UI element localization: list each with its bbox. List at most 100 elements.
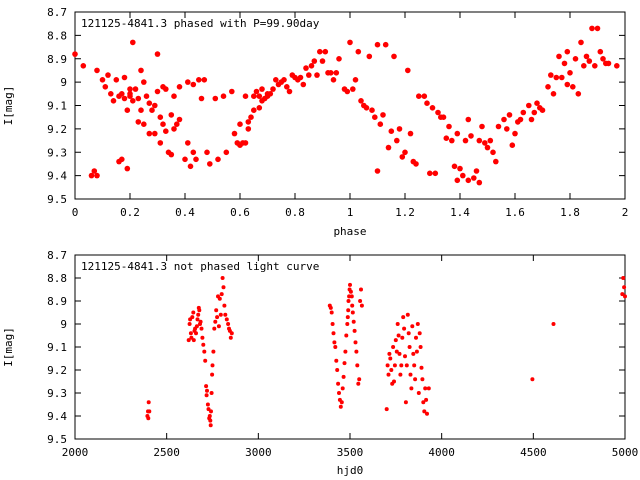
phased-data-point xyxy=(237,121,243,127)
unphased-data-point xyxy=(354,349,359,354)
phased-data-point xyxy=(366,53,373,60)
unphased-data-point xyxy=(203,358,208,363)
unphased-data-point xyxy=(333,345,338,349)
phased-data-point xyxy=(427,170,433,177)
phased-data-point xyxy=(561,60,568,67)
unphased-x-tick-label: 5000 xyxy=(612,446,639,459)
unphased-data-point xyxy=(200,335,205,340)
phased-data-point xyxy=(220,93,227,99)
phased-x-tick-label: 0.2 xyxy=(120,206,140,219)
phased-data-point xyxy=(176,116,183,123)
phased-data-point xyxy=(545,84,551,90)
phased-data-point xyxy=(394,137,400,144)
unphased-data-point xyxy=(406,331,411,336)
phased-data-point xyxy=(127,93,133,99)
unphased-data-point xyxy=(195,317,200,322)
unphased-x-tick-label: 4000 xyxy=(428,446,455,459)
phased-data-point xyxy=(460,172,466,179)
unphased-data-point xyxy=(348,282,352,287)
phased-data-point xyxy=(564,48,571,55)
unphased-data-point xyxy=(208,418,213,423)
phased-data-point xyxy=(154,51,161,57)
phased-data-point xyxy=(94,172,100,179)
unphased-data-point xyxy=(330,322,335,326)
unphased-data-point xyxy=(426,386,431,391)
phased-data-point xyxy=(462,137,469,144)
phased-data-point xyxy=(350,86,356,92)
unphased-data-point xyxy=(210,363,215,368)
unphased-data-point xyxy=(388,356,393,361)
phased-x-tick-label: 1.4 xyxy=(450,206,470,219)
unphased-x-tick-label: 2500 xyxy=(153,446,180,459)
unphased-data-point xyxy=(198,319,203,324)
phased-data-point xyxy=(113,77,120,83)
phased-data-point xyxy=(256,105,263,111)
unphased-data-point xyxy=(336,381,341,386)
phased-data-point xyxy=(143,93,150,99)
unphased-data-point xyxy=(530,377,535,382)
phased-data-point xyxy=(124,107,131,113)
phased-data-point xyxy=(382,41,389,48)
unphased-data-point xyxy=(228,335,233,340)
phased-data-point xyxy=(163,86,169,92)
phased-data-point xyxy=(251,93,257,99)
phased-data-point xyxy=(504,126,510,132)
phased-data-point xyxy=(363,105,370,111)
unphased-data-point xyxy=(391,345,396,349)
unphased-plot-title: 121125-4841.3 not phased light curve xyxy=(81,260,319,273)
phased-data-point xyxy=(600,56,606,62)
phased-data-point xyxy=(517,116,524,123)
unphased-data-point xyxy=(346,299,351,303)
phased-data-point xyxy=(141,79,147,85)
unphased-data-point xyxy=(146,416,151,421)
unphased-data-point xyxy=(622,285,627,290)
phased-data-point xyxy=(454,130,461,137)
phased-data-point xyxy=(344,88,351,95)
unphased-data-point xyxy=(212,326,217,331)
phased-data-point xyxy=(110,98,117,104)
phased-data-point xyxy=(336,56,342,62)
unphased-data-point xyxy=(386,372,391,377)
phased-data-point xyxy=(157,140,164,146)
unphased-x-tick-label: 3000 xyxy=(245,446,272,459)
unphased-data-point xyxy=(342,361,347,366)
phased-data-point xyxy=(380,112,386,118)
unphased-light-curve-panel: 2000 2500 3000 3500 4000 4500 5000 8.7 8.8 8.9 9 9.… xyxy=(2,249,638,477)
unphased-data-point xyxy=(194,324,199,329)
phased-x-tick-label: 0 xyxy=(72,206,79,219)
unphased-data-point xyxy=(422,409,427,414)
phased-data-point xyxy=(330,77,337,83)
phased-data-point xyxy=(575,91,582,97)
unphased-data-point xyxy=(199,326,204,331)
unphased-data-point xyxy=(392,363,397,368)
phased-x-tick-label: 0.6 xyxy=(230,206,250,219)
phased-data-point xyxy=(267,91,274,97)
phased-data-point xyxy=(495,123,502,130)
phased-x-tick-label: 0.4 xyxy=(175,206,195,219)
unphased-data-point xyxy=(395,322,400,326)
phased-data-point xyxy=(319,58,326,64)
phased-data-point xyxy=(424,100,430,106)
unphased-data-point xyxy=(335,368,340,372)
phased-data-point xyxy=(468,133,474,139)
unphased-data-point xyxy=(222,303,227,308)
phased-data-point xyxy=(284,84,290,90)
unphased-data-point xyxy=(209,409,213,414)
unphased-data-point xyxy=(188,331,193,336)
unphased-data-point xyxy=(620,292,625,297)
phased-data-point xyxy=(578,39,584,46)
phased-data-point xyxy=(352,77,359,83)
unphased-data-point xyxy=(413,377,418,382)
unphased-data-point xyxy=(397,351,402,356)
phased-data-point xyxy=(399,154,406,160)
unphased-y-tick-label: 9.3 xyxy=(47,387,67,400)
phased-y-tick-label: 9.5 xyxy=(47,193,67,206)
unphased-data-point xyxy=(387,351,392,356)
phased-data-point xyxy=(385,144,392,151)
phased-data-point xyxy=(355,48,362,55)
phased-data-point xyxy=(473,168,480,174)
phased-data-point xyxy=(583,53,590,60)
unphased-data-point xyxy=(205,402,210,407)
phased-data-point xyxy=(476,137,483,144)
unphased-data-point xyxy=(399,363,404,368)
